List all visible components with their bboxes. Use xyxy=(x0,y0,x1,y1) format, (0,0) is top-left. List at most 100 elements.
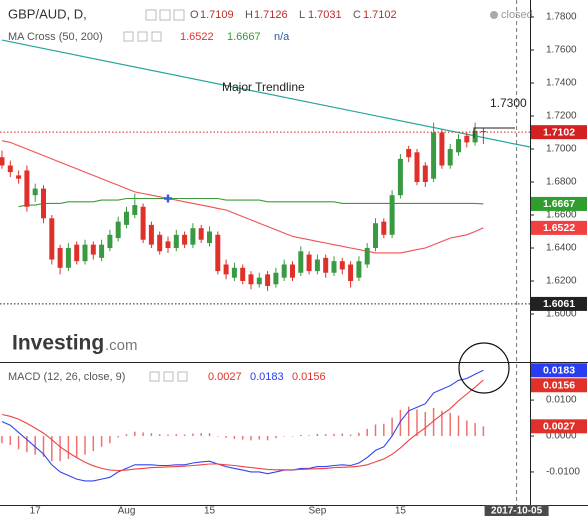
y-tick-label: 1.7000 xyxy=(546,144,577,155)
macd-readout: 0.0027 xyxy=(208,371,242,383)
price-label-box xyxy=(531,220,587,235)
candle-body xyxy=(115,221,121,239)
moving-average xyxy=(1,140,484,254)
candle-body xyxy=(273,272,279,285)
icon[interactable] xyxy=(151,31,162,42)
y-tick-label: 1.6200 xyxy=(546,276,577,287)
price-label-box xyxy=(531,378,587,393)
icon[interactable] xyxy=(123,31,134,42)
candle-body xyxy=(339,261,345,270)
status-dot xyxy=(490,11,498,19)
icon[interactable] xyxy=(163,371,174,382)
candle-body xyxy=(314,259,320,272)
candle-body xyxy=(397,158,403,196)
indicator-readout: 1.6522 xyxy=(180,31,214,43)
y-tick-label: -0.0100 xyxy=(546,467,580,478)
candle-body xyxy=(356,261,362,278)
histogram-bar xyxy=(175,434,178,437)
price-label: 1.6667 xyxy=(543,198,575,210)
histogram-bar xyxy=(308,435,310,437)
x-tick-label: 15 xyxy=(204,506,216,516)
icon[interactable] xyxy=(137,31,148,42)
histogram-bar xyxy=(26,436,28,453)
histogram-bar xyxy=(407,406,410,437)
candle-body xyxy=(0,157,5,166)
histogram-bar xyxy=(192,433,194,437)
histogram-bar xyxy=(208,433,211,437)
y-tick-label: 1.6800 xyxy=(546,177,577,188)
histogram-bar xyxy=(399,409,402,437)
y-tick-label: 1.6000 xyxy=(546,309,577,320)
candle-body xyxy=(173,234,179,248)
ohlc-letter: C xyxy=(353,9,361,21)
indicator-readout: n/a xyxy=(274,31,290,43)
candle-body xyxy=(290,264,295,278)
candle-body xyxy=(165,241,171,248)
candle-body xyxy=(215,234,221,272)
candle-body xyxy=(99,244,105,258)
histogram-bar xyxy=(142,432,144,437)
y-tick-label: 1.7200 xyxy=(546,111,577,122)
y-tick-label: 0.0000 xyxy=(546,431,577,442)
ohlc-letter: L xyxy=(299,9,305,21)
histogram-bar xyxy=(158,434,161,437)
histogram-bar xyxy=(100,436,103,447)
histogram-bar xyxy=(42,436,45,457)
histogram-bar xyxy=(333,433,335,437)
histogram-bar xyxy=(391,417,393,437)
indicator-readout: 1.6667 xyxy=(227,31,261,43)
annotation-bracket xyxy=(473,127,515,138)
price-label: 1.7102 xyxy=(543,126,575,138)
candle-body xyxy=(240,267,246,281)
histogram-bar xyxy=(109,436,111,444)
indicator-name: MA Cross (50, 200) xyxy=(8,31,103,43)
y-tick-label: 1.7600 xyxy=(546,45,577,56)
crosshair-label: 2017-10-05 xyxy=(491,506,543,516)
candle-body xyxy=(140,206,146,240)
candle-body xyxy=(265,274,271,286)
histogram-bar xyxy=(117,436,119,438)
candle-body xyxy=(447,148,453,166)
histogram-bar xyxy=(482,426,485,437)
candle-body xyxy=(464,135,470,143)
histogram-bar xyxy=(258,436,261,440)
histogram-bar xyxy=(283,436,285,437)
histogram-bar xyxy=(167,434,169,437)
candle-body xyxy=(90,244,96,255)
x-tick-label: Aug xyxy=(118,506,136,516)
icon[interactable] xyxy=(173,9,185,21)
ohlc-value: 1.7126 xyxy=(254,9,288,21)
candle-body xyxy=(306,254,312,272)
histogram-bar xyxy=(441,410,443,437)
price-label-box xyxy=(531,419,587,434)
candle-body xyxy=(182,234,188,245)
candle-body xyxy=(82,244,88,262)
candle-body xyxy=(32,188,38,196)
candle-body xyxy=(16,175,22,179)
histogram-bar xyxy=(125,434,128,437)
histogram-bar xyxy=(291,436,294,437)
candle-body xyxy=(373,223,378,248)
price-label-box xyxy=(531,196,587,211)
crosshair-label-box xyxy=(484,505,549,516)
candle-body xyxy=(323,257,329,273)
y-tick-label: 1.6400 xyxy=(546,243,577,254)
ohlc-value: 1.7102 xyxy=(363,9,397,21)
annotation: 1.7300 xyxy=(490,96,527,110)
ohlc-value: 1.7031 xyxy=(308,9,342,21)
histogram-bar xyxy=(457,415,460,437)
candle-body xyxy=(132,205,138,215)
histogram-bar xyxy=(92,436,95,452)
candle-body xyxy=(49,218,55,260)
x-tick-label: 17 xyxy=(30,506,42,516)
icon[interactable] xyxy=(159,9,171,21)
histogram-bar xyxy=(349,434,352,437)
icon[interactable] xyxy=(145,9,157,21)
histogram-bar xyxy=(67,436,70,460)
candle-body xyxy=(157,234,163,252)
histogram-bar xyxy=(300,434,302,437)
icon[interactable] xyxy=(149,371,160,382)
histogram-bar xyxy=(34,436,36,455)
x-tick-label: 15 xyxy=(395,506,407,516)
icon[interactable] xyxy=(177,371,188,382)
